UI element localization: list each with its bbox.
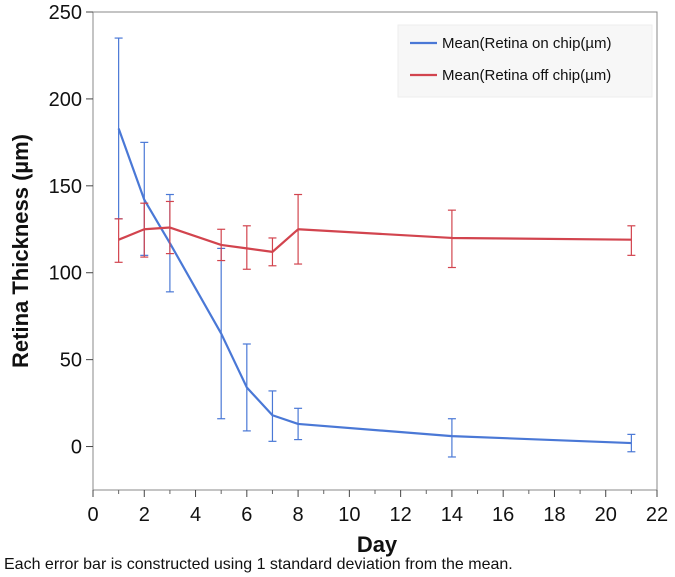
x-tick-label: 8 xyxy=(293,504,304,526)
series-line xyxy=(118,226,632,253)
series-2 xyxy=(114,193,636,270)
x-tick-label: 16 xyxy=(492,504,514,526)
legend-box xyxy=(397,24,653,98)
y-tick-label: 150 xyxy=(49,176,82,198)
x-tick-label: 12 xyxy=(390,504,412,526)
x-tick-label: 18 xyxy=(543,504,565,526)
y-axis-title: Retina Thickness (µm) xyxy=(8,134,33,368)
y-axis: 0 50 100 150 200 250 xyxy=(49,2,93,459)
line-chart: 0 50 100 150 200 250 0 2 4 6 8 10 12 14 16 18 20 22 Reti… xyxy=(8,2,668,557)
x-tick-label: 0 xyxy=(87,504,98,526)
series-layer xyxy=(114,37,636,458)
x-tick-label: 22 xyxy=(646,504,668,526)
series-1 xyxy=(114,37,636,458)
x-axis-title: Day xyxy=(357,532,398,557)
y-tick-label: 0 xyxy=(71,437,82,459)
legend-label: Mean(Retina off chip(µm) xyxy=(442,67,611,84)
x-tick-label: 2 xyxy=(139,504,150,526)
series-line xyxy=(117,128,632,445)
legend: Mean(Retina on chip(µm) Mean(Retina off c… xyxy=(397,24,653,98)
x-axis: 0 2 4 6 8 10 12 14 16 18 20 22 xyxy=(87,490,668,526)
y-tick-label: 250 xyxy=(49,2,82,24)
y-tick-label: 200 xyxy=(49,89,82,111)
legend-label: Mean(Retina on chip(µm) xyxy=(442,35,612,52)
y-tick-label: 100 xyxy=(49,263,82,285)
footnote: Each error bar is constructed using 1 st… xyxy=(4,556,513,573)
x-tick-label: 20 xyxy=(595,504,617,526)
x-tick-label: 4 xyxy=(190,504,201,526)
x-tick-label: 14 xyxy=(441,504,463,526)
y-tick-label: 50 xyxy=(60,350,82,372)
x-tick-label: 6 xyxy=(241,504,252,526)
x-tick-label: 10 xyxy=(338,504,360,526)
